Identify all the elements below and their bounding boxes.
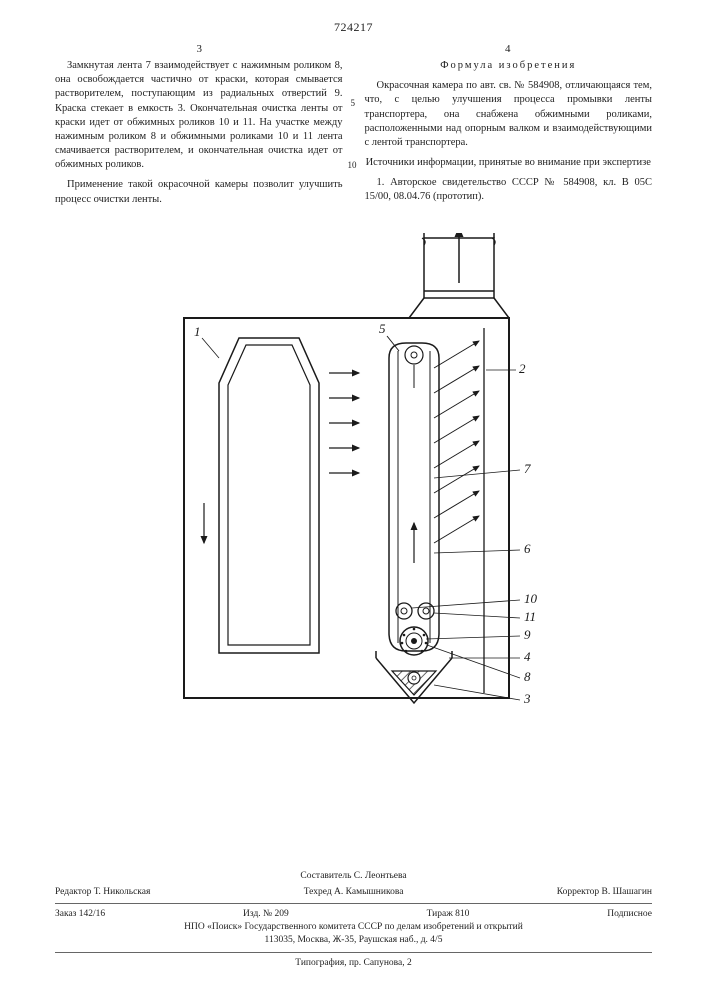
right-p2: 1. Авторское свидетельство СССР № 584908… (365, 176, 653, 204)
left-text-column: Замкнутая лента 7 взаимодействует с нажи… (55, 59, 343, 213)
patent-diagram: 5 (144, 233, 564, 753)
right-text-column: 5 10 Формула изобретения Окрасочная каме… (365, 59, 653, 213)
left-p1: Замкнутая лента 7 взаимодействует с нажи… (55, 59, 343, 172)
footer: Составитель С. Леонтьева Редактор Т. Ник… (0, 870, 707, 970)
diagram-label-4: 4 (524, 649, 531, 664)
col-left-number: 3 (60, 43, 339, 55)
corrector: Корректор В. Шашагин (557, 886, 652, 899)
diagram-label-2: 2 (519, 361, 526, 376)
left-p2: Применение такой окрасочной камеры позво… (55, 178, 343, 206)
editor: Редактор Т. Никольская (55, 886, 150, 899)
diagram-label-1: 1 (194, 324, 201, 339)
col-right-number: 4 (369, 43, 648, 55)
publisher: НПО «Поиск» Государственного комитета СС… (55, 921, 652, 934)
diagram-label-8: 8 (524, 669, 531, 684)
sources-title: Источники информации, принятые во вниман… (365, 156, 653, 170)
printer: Типография, пр. Сапунова, 2 (55, 957, 652, 970)
tech-editor: Техред А. Камышникова (304, 886, 404, 899)
patent-number: 724217 (0, 0, 707, 43)
diagram-label-7: 7 (524, 461, 531, 476)
compiler: Составитель С. Леонтьева (55, 870, 652, 883)
formula-title: Формула изобретения (365, 59, 653, 73)
right-p1: Окрасочная камера по авт. св. № 584908, … (365, 79, 653, 150)
diagram-label-10: 10 (524, 591, 538, 606)
circulation: Тираж 810 (427, 908, 470, 921)
diagram-label-3: 3 (523, 691, 531, 706)
edition-number: Изд. № 209 (243, 908, 289, 921)
diagram-label-9: 9 (524, 627, 531, 642)
diagram-label-5: 5 (379, 321, 386, 336)
publisher-address: 113035, Москва, Ж-35, Раушская наб., д. … (55, 934, 652, 947)
diagram-label-6: 6 (524, 541, 531, 556)
order-number: Заказ 142/16 (55, 908, 105, 921)
subscription: Подписное (607, 908, 652, 921)
line-marker-10: 10 (348, 159, 357, 171)
diagram-label-11: 11 (524, 609, 536, 624)
line-marker-5: 5 (351, 97, 356, 109)
